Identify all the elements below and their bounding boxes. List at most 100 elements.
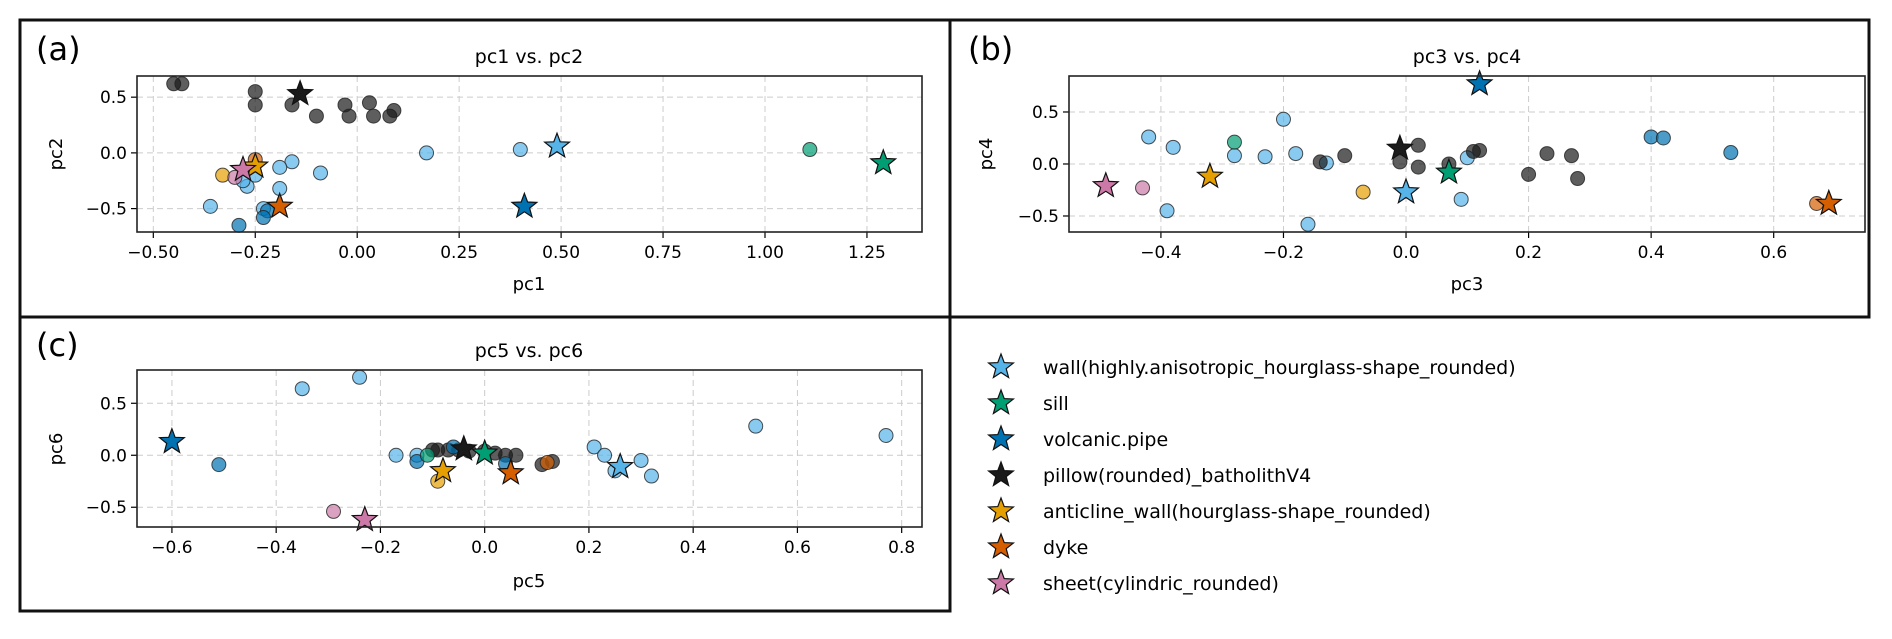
x-tick-label: 0.2 <box>575 538 602 558</box>
point-pillow <box>341 108 357 124</box>
axes-border <box>136 369 923 528</box>
point-pillow <box>247 84 263 100</box>
star-anticline-wall <box>428 456 457 483</box>
y-tick-label: −0.5 <box>86 498 127 518</box>
point-volcanic-pipe <box>255 210 271 226</box>
panel-tag-c: (c) <box>36 326 79 364</box>
point-dyke <box>539 455 555 471</box>
point-wall <box>1275 111 1291 127</box>
point-wall <box>419 145 435 161</box>
point-pillow <box>508 447 524 463</box>
star-wall <box>606 451 635 479</box>
legend-star-icon-pillow <box>986 460 1016 487</box>
point-pillow <box>1312 154 1328 170</box>
star-pillow <box>286 79 315 106</box>
point-sill <box>1226 134 1242 150</box>
point-anticline-wall <box>1355 184 1371 200</box>
y-axis-label-b: pc4 <box>976 138 997 171</box>
point-wall <box>633 452 649 468</box>
point-pillow <box>361 95 377 111</box>
point-wall <box>272 159 288 175</box>
point-wall <box>1141 129 1157 145</box>
y-tick-label: −0.5 <box>86 200 127 220</box>
x-tick-label: −0.4 <box>256 538 297 558</box>
star-pillow <box>1385 133 1414 161</box>
legend: wall(highly.anisotropic_hourglass-shape_… <box>986 352 1516 595</box>
legend-label-sill: sill <box>1043 393 1069 415</box>
x-tick-label: 0.25 <box>440 243 478 263</box>
point-wall <box>597 447 613 463</box>
star-volcanic-pipe <box>510 191 539 219</box>
frame-panel-b <box>948 18 1871 319</box>
x-tick-label: 1.00 <box>746 243 784 263</box>
x-tick-label: −0.6 <box>151 538 192 558</box>
star-sill <box>470 438 499 466</box>
point-wall <box>388 447 404 463</box>
point-pillow <box>1410 159 1426 175</box>
point-pillow <box>1410 137 1426 153</box>
legend-label-volcanic-pipe: volcanic.pipe <box>1043 429 1168 451</box>
axes-border <box>1068 75 1866 233</box>
legend-star-icon-volcanic-pipe <box>986 424 1016 451</box>
scatter-panel-b: −0.4 −0.2 0.0 0.2 0.4 0.6 −0.5 0.0 0.5 <box>1018 69 1866 263</box>
point-pillow <box>1521 166 1537 182</box>
x-tick-label: −0.2 <box>1263 243 1304 263</box>
panel-title-b: pc3 vs. pc4 <box>1413 46 1521 68</box>
star-sheet <box>350 504 379 532</box>
point-pillow <box>1570 171 1586 187</box>
point-pillow <box>1392 154 1408 170</box>
point-sheet <box>1135 180 1151 196</box>
point-wall <box>1159 203 1175 219</box>
legend-star-icon-dyke <box>986 532 1016 559</box>
point-volcanic-pipe <box>211 457 227 473</box>
legend-star-icon-sheet <box>986 568 1016 595</box>
x-tick-label: 0.50 <box>542 243 580 263</box>
plot-area <box>137 370 922 527</box>
x-axis-label-a: pc1 <box>513 274 546 295</box>
panel-title-c: pc5 vs. pc6 <box>475 340 583 362</box>
point-wall <box>294 381 310 397</box>
x-tick-label: 0.8 <box>888 538 915 558</box>
legend-label-dyke: dyke <box>1043 537 1088 559</box>
point-volcanic-pipe <box>1723 145 1739 161</box>
point-wall <box>352 369 368 385</box>
point-sill <box>802 142 818 158</box>
point-wall <box>1288 146 1304 162</box>
x-axis-label-b: pc3 <box>1451 274 1484 295</box>
legend-label-wall: wall(highly.anisotropic_hourglass-shape_… <box>1043 357 1516 379</box>
point-pillow <box>308 108 324 124</box>
point-pillow <box>386 103 402 119</box>
point-wall <box>643 468 659 484</box>
point-sill <box>419 447 435 463</box>
point-wall <box>586 439 602 455</box>
y-tick-label: −0.5 <box>1018 207 1059 227</box>
y-tick-label: 0.0 <box>100 446 127 466</box>
star-sill <box>869 148 898 175</box>
y-tick-label: 0.0 <box>1032 155 1059 175</box>
star-volcanic-pipe <box>157 426 186 454</box>
y-tick-label: 0.5 <box>1032 103 1059 123</box>
panel-title-a: pc1 vs. pc2 <box>475 46 583 68</box>
point-pillow <box>247 97 263 113</box>
x-tick-label: −0.2 <box>360 538 401 558</box>
panel-frames <box>18 18 1871 613</box>
star-dyke <box>265 191 294 219</box>
point-wall <box>1300 216 1316 232</box>
x-tick-label: 0.0 <box>1393 243 1420 263</box>
x-tick-label: 0.2 <box>1515 243 1542 263</box>
point-pillow <box>174 76 190 92</box>
scatter-panel-c: −0.6 −0.4 −0.2 0.0 0.2 0.4 0.6 0.8 −0.5 0.0 0.5 <box>86 369 923 558</box>
point-wall <box>878 428 894 444</box>
point-wall <box>1257 149 1273 165</box>
point-anticline-wall <box>215 167 231 183</box>
x-axis-label-c: pc5 <box>513 571 546 592</box>
point-wall <box>748 418 764 434</box>
star-pillow <box>449 434 478 461</box>
scatter-panel-a: −0.50 −0.25 0.00 0.25 0.50 0.75 1.00 1.25 −0.5 0.… <box>86 75 923 263</box>
axes-border <box>136 75 923 233</box>
x-tick-label: 0.75 <box>644 243 682 263</box>
x-tick-label: 1.25 <box>848 243 886 263</box>
legend-label-anticline-wall: anticline_wall(hourglass-shape_rounded) <box>1043 501 1431 523</box>
point-wall <box>512 142 528 158</box>
